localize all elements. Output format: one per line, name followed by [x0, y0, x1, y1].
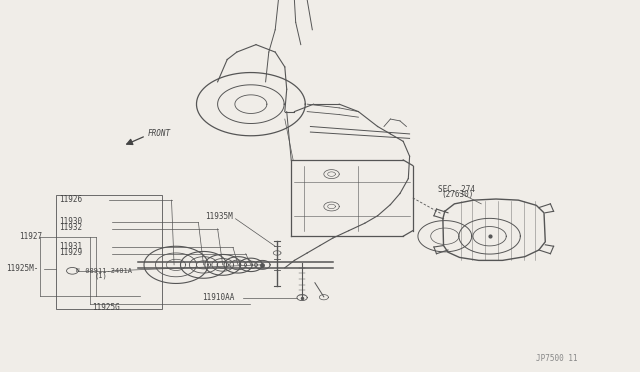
Text: JP7500 11: JP7500 11: [536, 355, 578, 363]
Text: 11927: 11927: [19, 232, 42, 241]
Text: (1): (1): [95, 273, 108, 279]
Text: 11925M-: 11925M-: [6, 264, 39, 273]
Text: N: N: [76, 268, 79, 273]
Text: 11929: 11929: [59, 248, 82, 257]
Text: 08911-3401A: 08911-3401A: [81, 268, 132, 274]
Text: 11910AA: 11910AA: [202, 293, 235, 302]
Text: 11930: 11930: [59, 217, 82, 226]
Text: 11935M: 11935M: [205, 212, 232, 221]
Text: FRONT: FRONT: [147, 129, 170, 138]
Text: 11932: 11932: [59, 223, 82, 232]
Text: (27630): (27630): [442, 190, 474, 199]
Text: 11925G: 11925G: [92, 303, 120, 312]
Text: 11926: 11926: [59, 195, 82, 203]
Text: SEC. 274: SEC. 274: [438, 185, 476, 194]
Text: 11931: 11931: [59, 242, 82, 251]
